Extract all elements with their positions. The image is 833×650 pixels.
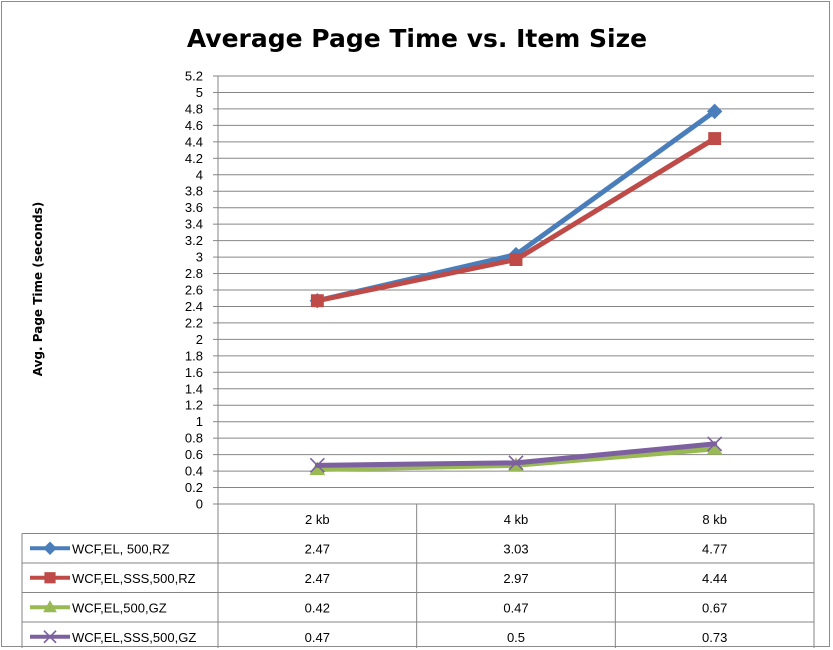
y-tick-label: 4: [196, 167, 203, 182]
y-tick-label: 0.8: [185, 431, 203, 446]
series-lines: [309, 103, 723, 476]
y-tick-label: 4.8: [185, 101, 203, 116]
series-line: [314, 136, 718, 304]
y-tick-label: 2.8: [185, 266, 203, 281]
y-tick-label: 1.4: [185, 381, 203, 396]
x-category-label: 2 kb: [305, 512, 330, 527]
table-value: 0.67: [702, 600, 727, 615]
y-tick-label: 2: [196, 332, 203, 347]
data-point: [508, 455, 524, 471]
y-tick-label: 2.6: [185, 283, 203, 298]
y-tick-label: 3.8: [185, 184, 203, 199]
gridlines: [213, 75, 814, 505]
data-point: [310, 294, 324, 308]
table-value: 0.47: [503, 600, 528, 615]
y-tick-label: 5.2: [185, 69, 203, 84]
x-category-label: 8 kb: [702, 512, 727, 527]
y-tick-label: 1.6: [185, 365, 203, 380]
y-tick-label: 1: [196, 414, 203, 429]
y-tick-label: 0.2: [185, 480, 203, 495]
legend-key-marker: [44, 572, 56, 584]
data-point: [707, 436, 723, 452]
y-tick-label: 4.4: [185, 134, 203, 149]
table-value: 2.97: [503, 571, 528, 586]
data-table: 2 kb 4 kb 8 kb WCF,EL, 500,RZ 2.47 3.03 4.77 WC…: [21, 503, 815, 648]
y-tick-label: 1.2: [185, 398, 203, 413]
y-tick-label: 1.8: [185, 348, 203, 363]
table-value: 0.73: [702, 630, 727, 645]
y-tick-label: 5: [196, 85, 203, 100]
table-value: 0.42: [305, 600, 330, 615]
y-tick-label: 3.2: [185, 233, 203, 248]
y-tick-label: 3.4: [185, 217, 203, 232]
legend-label: WCF,EL,SSS,500,RZ: [72, 571, 196, 586]
legend-label: WCF,EL,SSS,500,GZ: [72, 630, 196, 645]
data-point: [509, 253, 523, 266]
table-value: 2.47: [305, 571, 330, 586]
legend-key-marker: [43, 541, 57, 555]
chart-title: Average Page Time vs. Item Size: [187, 24, 647, 53]
y-tick-label: 0.4: [185, 464, 203, 479]
legend-label: WCF,EL, 500,RZ: [72, 541, 170, 556]
y-tick-label: 3: [196, 250, 203, 265]
data-point: [708, 132, 722, 146]
y-axis-ticks: 00.20.40.60.811.21.41.61.822.22.42.62.83…: [185, 69, 203, 512]
table-value: 0.5: [507, 630, 525, 645]
data-point: [309, 457, 325, 473]
y-tick-label: 0: [196, 497, 203, 512]
y-tick-label: 2.4: [185, 299, 203, 314]
table-value: 4.44: [702, 571, 727, 586]
legend-key-marker: [43, 630, 57, 644]
y-tick-label: 0.6: [185, 447, 203, 462]
table-value: 0.47: [305, 630, 330, 645]
x-category-label: 4 kb: [504, 512, 529, 527]
legend-label: WCF,EL,500,GZ: [72, 600, 167, 615]
y-tick-label: 2.2: [185, 315, 203, 330]
table-value: 2.47: [305, 541, 330, 556]
data-point: [706, 103, 723, 120]
legend-key-marker: [43, 600, 57, 613]
series-line: [314, 108, 718, 304]
table-value: 4.77: [702, 541, 727, 556]
table-value: 3.03: [503, 541, 528, 556]
y-tick-label: 4.2: [185, 151, 203, 166]
y-tick-label: 4.6: [185, 118, 203, 133]
y-tick-label: 3.6: [185, 200, 203, 215]
y-axis-label: Avg. Page Time (seconds): [31, 202, 45, 377]
